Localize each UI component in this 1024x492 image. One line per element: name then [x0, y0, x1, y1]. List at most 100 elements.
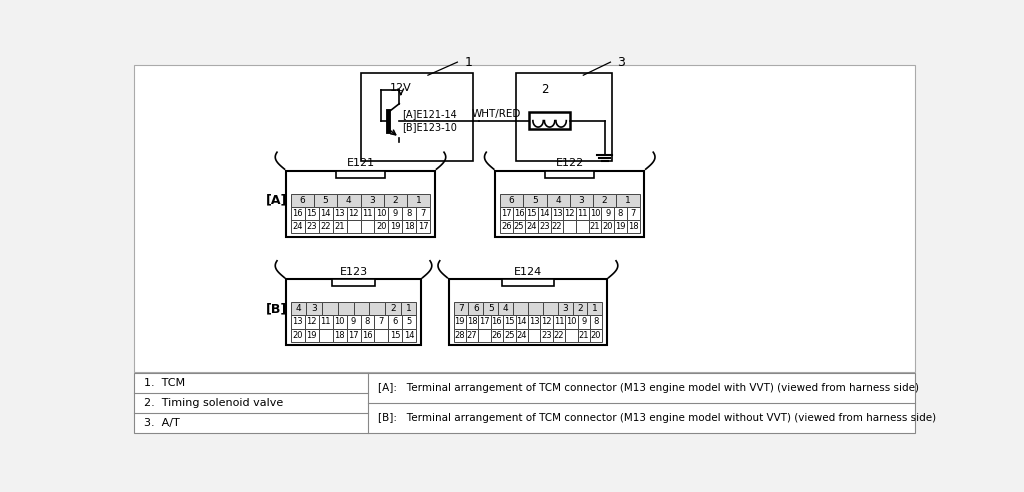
- Bar: [523, 194, 547, 207]
- Bar: [388, 207, 402, 220]
- Text: E123: E123: [340, 267, 368, 277]
- Bar: [346, 329, 360, 341]
- Bar: [546, 171, 594, 178]
- Bar: [333, 220, 346, 233]
- Bar: [528, 329, 541, 341]
- Bar: [577, 220, 589, 233]
- Text: [A]E121-14: [A]E121-14: [402, 110, 457, 120]
- Bar: [337, 194, 360, 207]
- Text: 13: 13: [334, 209, 345, 218]
- Bar: [478, 329, 490, 341]
- Bar: [353, 303, 370, 315]
- Text: 3: 3: [579, 196, 585, 205]
- Bar: [360, 73, 473, 161]
- Text: 18: 18: [334, 331, 345, 339]
- Text: 23: 23: [306, 222, 317, 231]
- Bar: [318, 315, 333, 329]
- Bar: [305, 315, 318, 329]
- Text: 7: 7: [421, 209, 426, 218]
- Text: 17: 17: [501, 209, 512, 218]
- Bar: [134, 373, 915, 433]
- Bar: [547, 194, 569, 207]
- Text: 2.  Timing solenoid valve: 2. Timing solenoid valve: [143, 398, 283, 408]
- Bar: [388, 329, 402, 341]
- Text: 4: 4: [346, 196, 351, 205]
- Text: 10: 10: [566, 317, 577, 327]
- Text: 11: 11: [578, 209, 588, 218]
- Text: 8: 8: [407, 209, 412, 218]
- Bar: [417, 207, 430, 220]
- Text: 13: 13: [528, 317, 540, 327]
- Bar: [333, 315, 346, 329]
- Text: [B]:   Terminal arrangement of TCM connector (M13 engine model without VVT) (vie: [B]: Terminal arrangement of TCM connect…: [378, 413, 936, 423]
- Bar: [563, 220, 577, 233]
- Text: 28: 28: [455, 331, 465, 339]
- Text: 5: 5: [323, 196, 329, 205]
- Bar: [541, 329, 553, 341]
- Bar: [503, 329, 515, 341]
- Bar: [375, 329, 388, 341]
- Bar: [402, 315, 417, 329]
- Bar: [323, 303, 338, 315]
- Text: E122: E122: [556, 158, 584, 168]
- Text: 26: 26: [492, 331, 502, 339]
- Bar: [601, 220, 614, 233]
- Bar: [528, 315, 541, 329]
- Text: 3.  A/T: 3. A/T: [143, 418, 179, 428]
- Text: E121: E121: [346, 158, 375, 168]
- Bar: [525, 207, 538, 220]
- Bar: [318, 329, 333, 341]
- Text: 21: 21: [590, 222, 600, 231]
- Text: 3: 3: [617, 56, 626, 68]
- Text: 12: 12: [306, 317, 316, 327]
- Text: 16: 16: [362, 331, 373, 339]
- Bar: [513, 303, 528, 315]
- Text: 8: 8: [617, 209, 624, 218]
- Text: 4: 4: [555, 196, 561, 205]
- Bar: [627, 207, 640, 220]
- Bar: [332, 279, 376, 286]
- Bar: [407, 194, 430, 207]
- Bar: [513, 207, 525, 220]
- Text: 24: 24: [526, 222, 537, 231]
- Text: 18: 18: [404, 222, 415, 231]
- Bar: [525, 220, 538, 233]
- Text: 18: 18: [467, 317, 477, 327]
- Bar: [502, 279, 554, 286]
- Text: 22: 22: [554, 331, 564, 339]
- Bar: [466, 329, 478, 341]
- Text: WHT/RED: WHT/RED: [471, 110, 521, 120]
- Text: 23: 23: [542, 331, 552, 339]
- Bar: [402, 329, 417, 341]
- Text: 12: 12: [542, 317, 552, 327]
- Text: 20: 20: [602, 222, 613, 231]
- Text: 9: 9: [351, 317, 356, 327]
- Text: 16: 16: [293, 209, 303, 218]
- Bar: [588, 303, 602, 315]
- Bar: [346, 207, 360, 220]
- Bar: [385, 303, 400, 315]
- Bar: [551, 207, 563, 220]
- Text: 11: 11: [554, 317, 564, 327]
- Bar: [515, 315, 528, 329]
- Bar: [577, 207, 589, 220]
- Text: 8: 8: [594, 317, 599, 327]
- Text: 5: 5: [487, 305, 494, 313]
- Text: 16: 16: [514, 209, 524, 218]
- Text: 2: 2: [392, 196, 398, 205]
- Bar: [360, 315, 375, 329]
- Text: 22: 22: [552, 222, 562, 231]
- Text: 8: 8: [365, 317, 370, 327]
- Text: 10: 10: [376, 209, 387, 218]
- Bar: [318, 207, 333, 220]
- Text: 3: 3: [562, 305, 568, 313]
- Text: 6: 6: [473, 305, 478, 313]
- Text: 15: 15: [526, 209, 537, 218]
- Bar: [134, 65, 915, 371]
- Bar: [417, 220, 430, 233]
- Text: [A]:   Terminal arrangement of TCM connector (M13 engine model with VVT) (viewed: [A]: Terminal arrangement of TCM connect…: [378, 383, 919, 393]
- Text: 11: 11: [321, 317, 331, 327]
- Text: 2: 2: [602, 196, 607, 205]
- Bar: [333, 329, 346, 341]
- Text: E124: E124: [514, 267, 542, 277]
